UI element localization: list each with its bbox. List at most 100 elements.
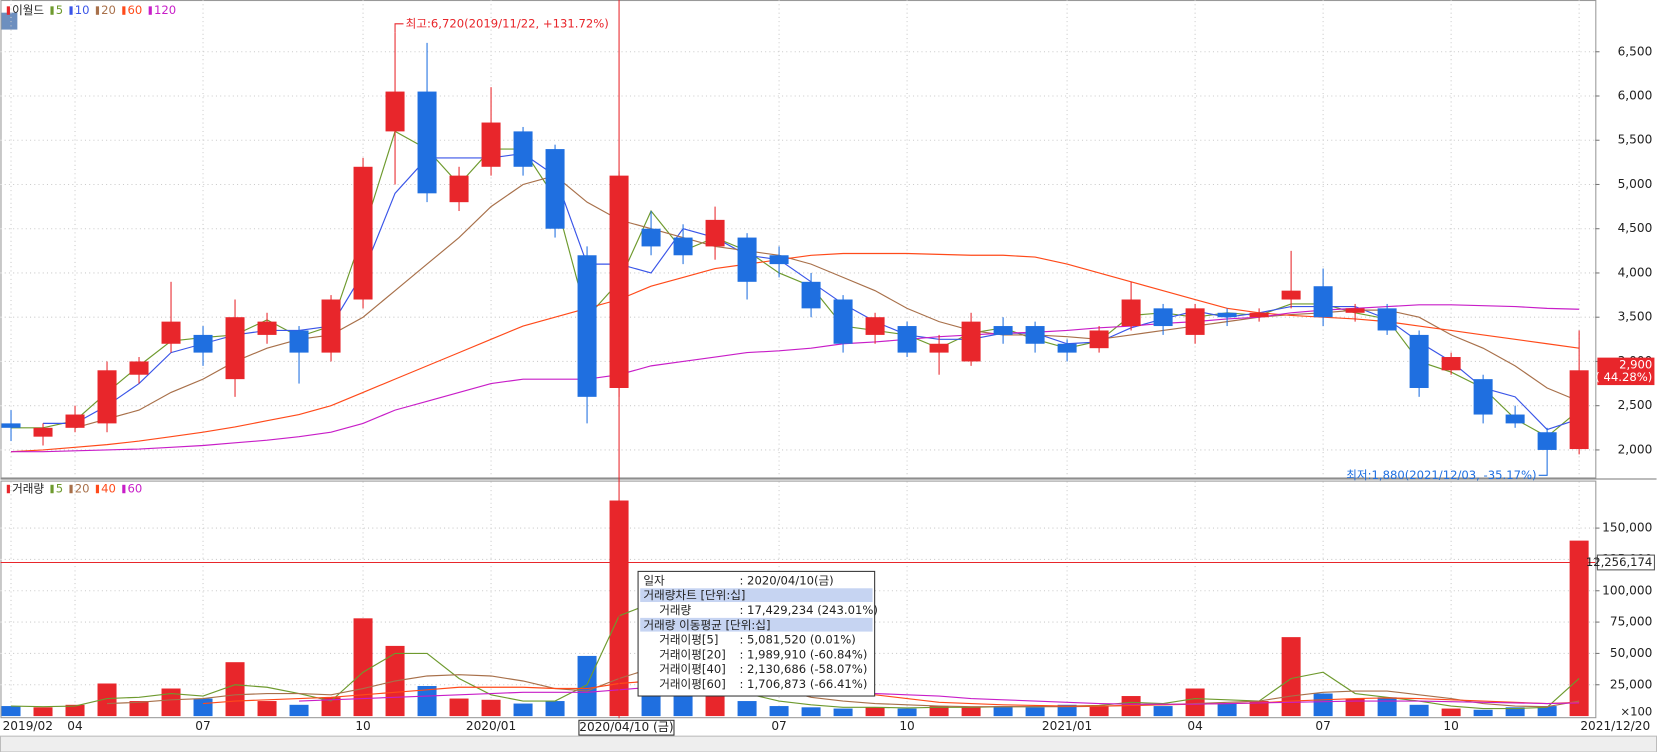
volume-bar	[1313, 693, 1333, 717]
candle-body	[1249, 312, 1269, 318]
volume-bar	[481, 699, 501, 717]
legend-label: 40	[101, 482, 116, 496]
candle-body	[545, 149, 565, 229]
legend-label: 이월드	[12, 3, 44, 17]
candle-body	[257, 321, 277, 335]
candle-body	[577, 255, 597, 397]
volume-bar	[225, 662, 245, 717]
tooltip-section-bg	[640, 588, 873, 603]
candle-body	[865, 317, 885, 335]
candle-body	[769, 255, 789, 265]
x-tick-label: 10	[899, 719, 914, 733]
x-tick-label: 2020/01	[466, 719, 516, 733]
volume-bar	[1505, 707, 1525, 717]
volume-bar	[289, 704, 309, 717]
tooltip-value: : 1,989,910 (-60.84%)	[739, 647, 867, 661]
menu-button[interactable]	[1, 12, 18, 30]
volume-bar	[769, 706, 789, 717]
crosshair-date-box	[578, 719, 675, 736]
volume-bar	[897, 708, 917, 717]
candle-body	[929, 343, 949, 353]
volume-bar	[833, 708, 853, 717]
candle-body	[641, 228, 661, 247]
legend-swatch	[50, 6, 54, 15]
candle-body	[1025, 326, 1045, 344]
moving-average-line	[11, 602, 1580, 710]
candle-body	[481, 122, 501, 167]
x-tick-label: 04	[67, 719, 83, 733]
candle-body	[1505, 414, 1525, 424]
y-tick-label: 2,500	[1618, 398, 1653, 412]
volume-bar	[737, 701, 757, 717]
volume-bar	[1025, 707, 1045, 717]
legend-label: 10	[75, 3, 90, 17]
legend-label: 60	[128, 3, 143, 17]
current-volume: 12,256,174	[1586, 555, 1652, 569]
candle-body	[1281, 290, 1301, 300]
legend-swatch	[69, 484, 73, 494]
candle-body	[33, 427, 53, 437]
scrollbar[interactable]	[0, 735, 1657, 752]
y-tick-label: 6,500	[1618, 44, 1653, 58]
candle-body	[1441, 357, 1461, 371]
y-tick-label: 6,000	[1618, 88, 1653, 102]
volume-bar	[65, 704, 85, 717]
candle-body	[1377, 308, 1397, 331]
x-tick-label: 07	[195, 719, 210, 733]
x-tick-label: 07	[771, 719, 786, 733]
candle-body	[897, 326, 917, 353]
x-tick-label: 07	[1315, 719, 1330, 733]
legend-label: 120	[154, 3, 176, 17]
candle-body	[673, 237, 693, 256]
volume-bar	[1217, 703, 1237, 717]
candle-body	[353, 166, 373, 300]
tooltip-section-bg	[640, 617, 873, 632]
x-tick-label: 10	[355, 719, 370, 733]
candle-body	[97, 370, 117, 424]
legend-swatch	[6, 484, 10, 494]
candle-body	[289, 330, 309, 353]
volume-bar	[545, 701, 565, 717]
volume-bar	[1153, 706, 1173, 717]
tooltip-value: : 5,081,520 (0.01%)	[739, 633, 855, 647]
current-price: 2,900	[1619, 358, 1652, 372]
candle-body	[1089, 330, 1109, 349]
tooltip: 일자: 2020/04/10(금)거래량차트 [단위:십]거래량: 17,429…	[637, 570, 878, 697]
volume-bar	[673, 693, 693, 717]
unit-label: ×100	[1620, 704, 1652, 718]
volume-bar	[513, 703, 533, 717]
moving-average-line	[107, 667, 1580, 708]
volume-bar	[129, 701, 149, 717]
tooltip-section: 거래량차트 [단위:십]	[643, 588, 745, 602]
volume-bar	[961, 707, 981, 717]
candle-body	[65, 414, 85, 428]
moving-average-line	[299, 686, 1580, 705]
volume-bar	[1121, 696, 1141, 717]
x-tick-label: 2019/02	[3, 719, 53, 733]
tooltip-label: 거래량	[659, 603, 691, 617]
candle-body	[1121, 299, 1141, 327]
legend-label: 5	[56, 3, 63, 17]
low-annotation: 최저:1,880(2021/12/03, -35.17%)	[1346, 468, 1536, 482]
legend-swatch	[122, 6, 126, 15]
candle-body	[417, 91, 437, 194]
legend-label: 20	[101, 3, 116, 17]
candle-body	[801, 281, 821, 309]
tooltip-section: 거래량 이동평균 [단위:십]	[643, 618, 770, 632]
legend-label: 60	[128, 482, 143, 496]
candle-body	[129, 361, 149, 375]
volume-bar	[33, 707, 53, 717]
volume-bar	[993, 706, 1013, 717]
volume-bar	[449, 698, 469, 717]
volume-bar	[97, 683, 117, 717]
candle-body	[385, 91, 405, 132]
candle-body	[1409, 334, 1429, 388]
y-tick-label: 3,500	[1618, 310, 1653, 324]
y-tick-label: 75,000	[1610, 615, 1652, 629]
volume-bar	[865, 707, 885, 717]
y-tick-label: 50,000	[1610, 646, 1652, 660]
legend-swatch	[95, 484, 100, 494]
volume-bar	[1441, 708, 1461, 717]
tooltip-label: 거래이평[5]	[659, 633, 718, 647]
